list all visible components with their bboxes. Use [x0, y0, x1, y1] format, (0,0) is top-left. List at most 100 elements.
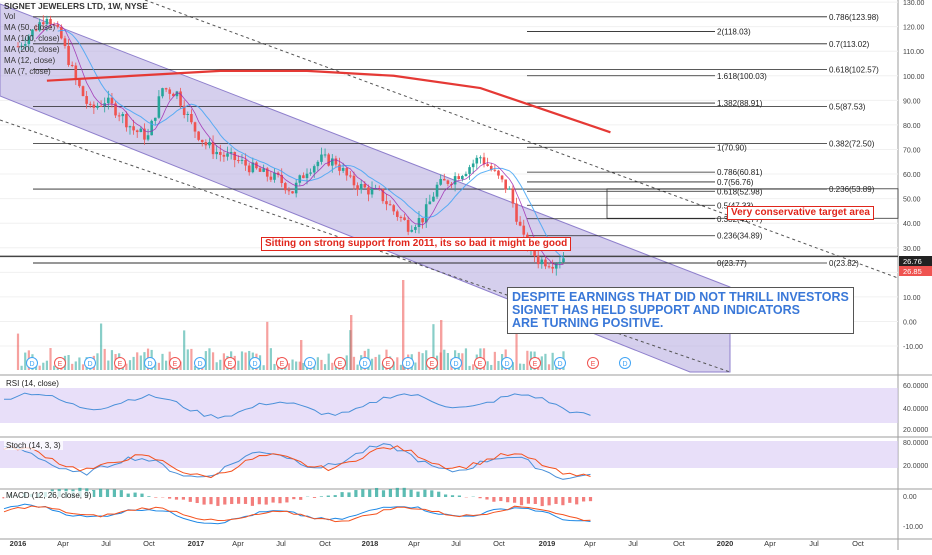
macd-hist-50 — [347, 492, 350, 497]
macd-hist-84 — [582, 497, 585, 501]
candle-body-71 — [273, 173, 276, 180]
candle-body-134 — [501, 176, 504, 180]
candle-body-122 — [457, 176, 460, 179]
candle-body-86 — [327, 154, 330, 165]
macd-hist-21 — [147, 496, 150, 497]
candle-body-90 — [342, 168, 345, 171]
macd-hist-17 — [120, 490, 123, 497]
candle-body-115 — [432, 197, 435, 202]
candle-body-42 — [168, 89, 171, 93]
macd-hist-63 — [437, 492, 440, 497]
candle-body-137 — [512, 188, 515, 203]
macd-hist-64 — [444, 494, 447, 497]
fib-label-9: 0.786(60.81) — [717, 168, 763, 177]
candle-body-114 — [429, 201, 432, 204]
candle-body-126 — [472, 163, 475, 167]
event-letter-11: E — [338, 361, 343, 368]
volume-bar-112 — [422, 353, 424, 370]
candle-body-91 — [345, 168, 348, 175]
candle-body-135 — [504, 179, 507, 189]
candle-body-128 — [479, 157, 482, 158]
price-tick-12: 10.00 — [903, 295, 921, 302]
candle-body-28 — [118, 115, 121, 116]
fib-label-3: 0.618(102.57) — [829, 65, 879, 74]
volume-bar-71 — [273, 364, 275, 370]
price-tick-14: -10.00 — [903, 344, 923, 351]
candle-body-116 — [436, 185, 439, 197]
rsi-tick-1: 40.0000 — [903, 406, 928, 413]
candle-body-95 — [360, 184, 363, 190]
time-label-3: Oct — [143, 539, 156, 548]
time-label-5: Apr — [232, 539, 244, 548]
price-tick-0: 130.00 — [903, 0, 925, 7]
volume-bar-105 — [396, 357, 398, 370]
candle-body-53 — [208, 142, 211, 145]
macd-hist-61 — [423, 490, 426, 497]
candle-body-15 — [71, 65, 74, 66]
price-tick-4: 90.00 — [903, 98, 921, 105]
support-annotation: Sitting on strong support from 2011, its… — [261, 237, 571, 251]
event-letter-9: E — [280, 361, 285, 368]
ma-legend-0[interactable]: MA (50, close) — [4, 23, 55, 32]
candle-body-146 — [544, 260, 547, 267]
ma-legend-1[interactable]: MA (100, close) — [4, 34, 60, 43]
candle-body-41 — [165, 88, 168, 89]
candle-body-61 — [237, 160, 240, 161]
event-letter-14: D — [405, 361, 410, 368]
candle-body-147 — [548, 266, 551, 267]
rsi-label[interactable]: RSI (14, close) — [4, 379, 61, 388]
ma-legend-4[interactable]: MA (7, close) — [4, 67, 51, 76]
candle-body-81 — [309, 172, 312, 173]
candle-body-124 — [465, 174, 468, 176]
volume-bar-94 — [356, 365, 358, 370]
candle-body-29 — [121, 114, 124, 116]
volume-bar-100 — [378, 355, 380, 370]
volume-bar-56 — [219, 360, 221, 370]
price-tick-8: 50.00 — [903, 197, 921, 204]
candle-body-118 — [443, 179, 446, 180]
macd-hist-47 — [327, 496, 330, 497]
candle-body-102 — [385, 201, 388, 204]
volume-bar-48 — [190, 349, 192, 370]
macd-label[interactable]: MACD (12, 26, close, 9) — [4, 491, 93, 500]
note-annotation: DESPITE EARNINGS THAT DID NOT THRILL INV… — [507, 287, 854, 334]
candle-body-85 — [324, 154, 327, 155]
rsi-tick-0: 60.0000 — [903, 383, 928, 390]
candle-body-70 — [270, 177, 273, 180]
ma-legend-2[interactable]: MA (200, close) — [4, 45, 60, 54]
macd-hist-26 — [182, 497, 185, 500]
time-label-12: 2019 — [539, 539, 556, 548]
ma-legend-3[interactable]: MA (12, close) — [4, 56, 55, 65]
event-letter-15: E — [430, 361, 435, 368]
candle-body-106 — [400, 217, 403, 218]
macd-hist-72 — [499, 497, 502, 501]
macd-hist-32 — [223, 497, 226, 505]
fib-label-6: 0.5(87.53) — [829, 102, 866, 111]
time-label-10: Jul — [451, 539, 461, 548]
candle-body-51 — [201, 140, 204, 142]
macd-hist-66 — [458, 495, 461, 497]
candle-body-132 — [494, 170, 497, 171]
candle-body-88 — [335, 158, 338, 164]
candle-body-55 — [215, 152, 218, 154]
macd-hist-33 — [230, 497, 233, 504]
fib-label-0: 0.786(123.98) — [829, 13, 879, 22]
candle-body-113 — [425, 204, 428, 222]
macd-hist-55 — [382, 490, 385, 497]
macd-hist-24 — [168, 497, 171, 499]
time-label-6: Jul — [276, 539, 286, 548]
candle-body-31 — [129, 126, 132, 127]
macd-hist-57 — [396, 488, 399, 497]
candle-body-75 — [288, 190, 291, 191]
stoch-label[interactable]: Stoch (14, 3, 3) — [4, 441, 63, 450]
volume-bar-70 — [270, 348, 272, 370]
volume-bar-6 — [39, 366, 41, 370]
volume-bar-15 — [71, 364, 73, 370]
volume-bar-87 — [331, 363, 333, 370]
candle-body-83 — [317, 162, 320, 166]
volume-bar-32 — [133, 357, 135, 370]
candle-body-136 — [508, 188, 511, 189]
volume-bar-17 — [78, 357, 80, 370]
